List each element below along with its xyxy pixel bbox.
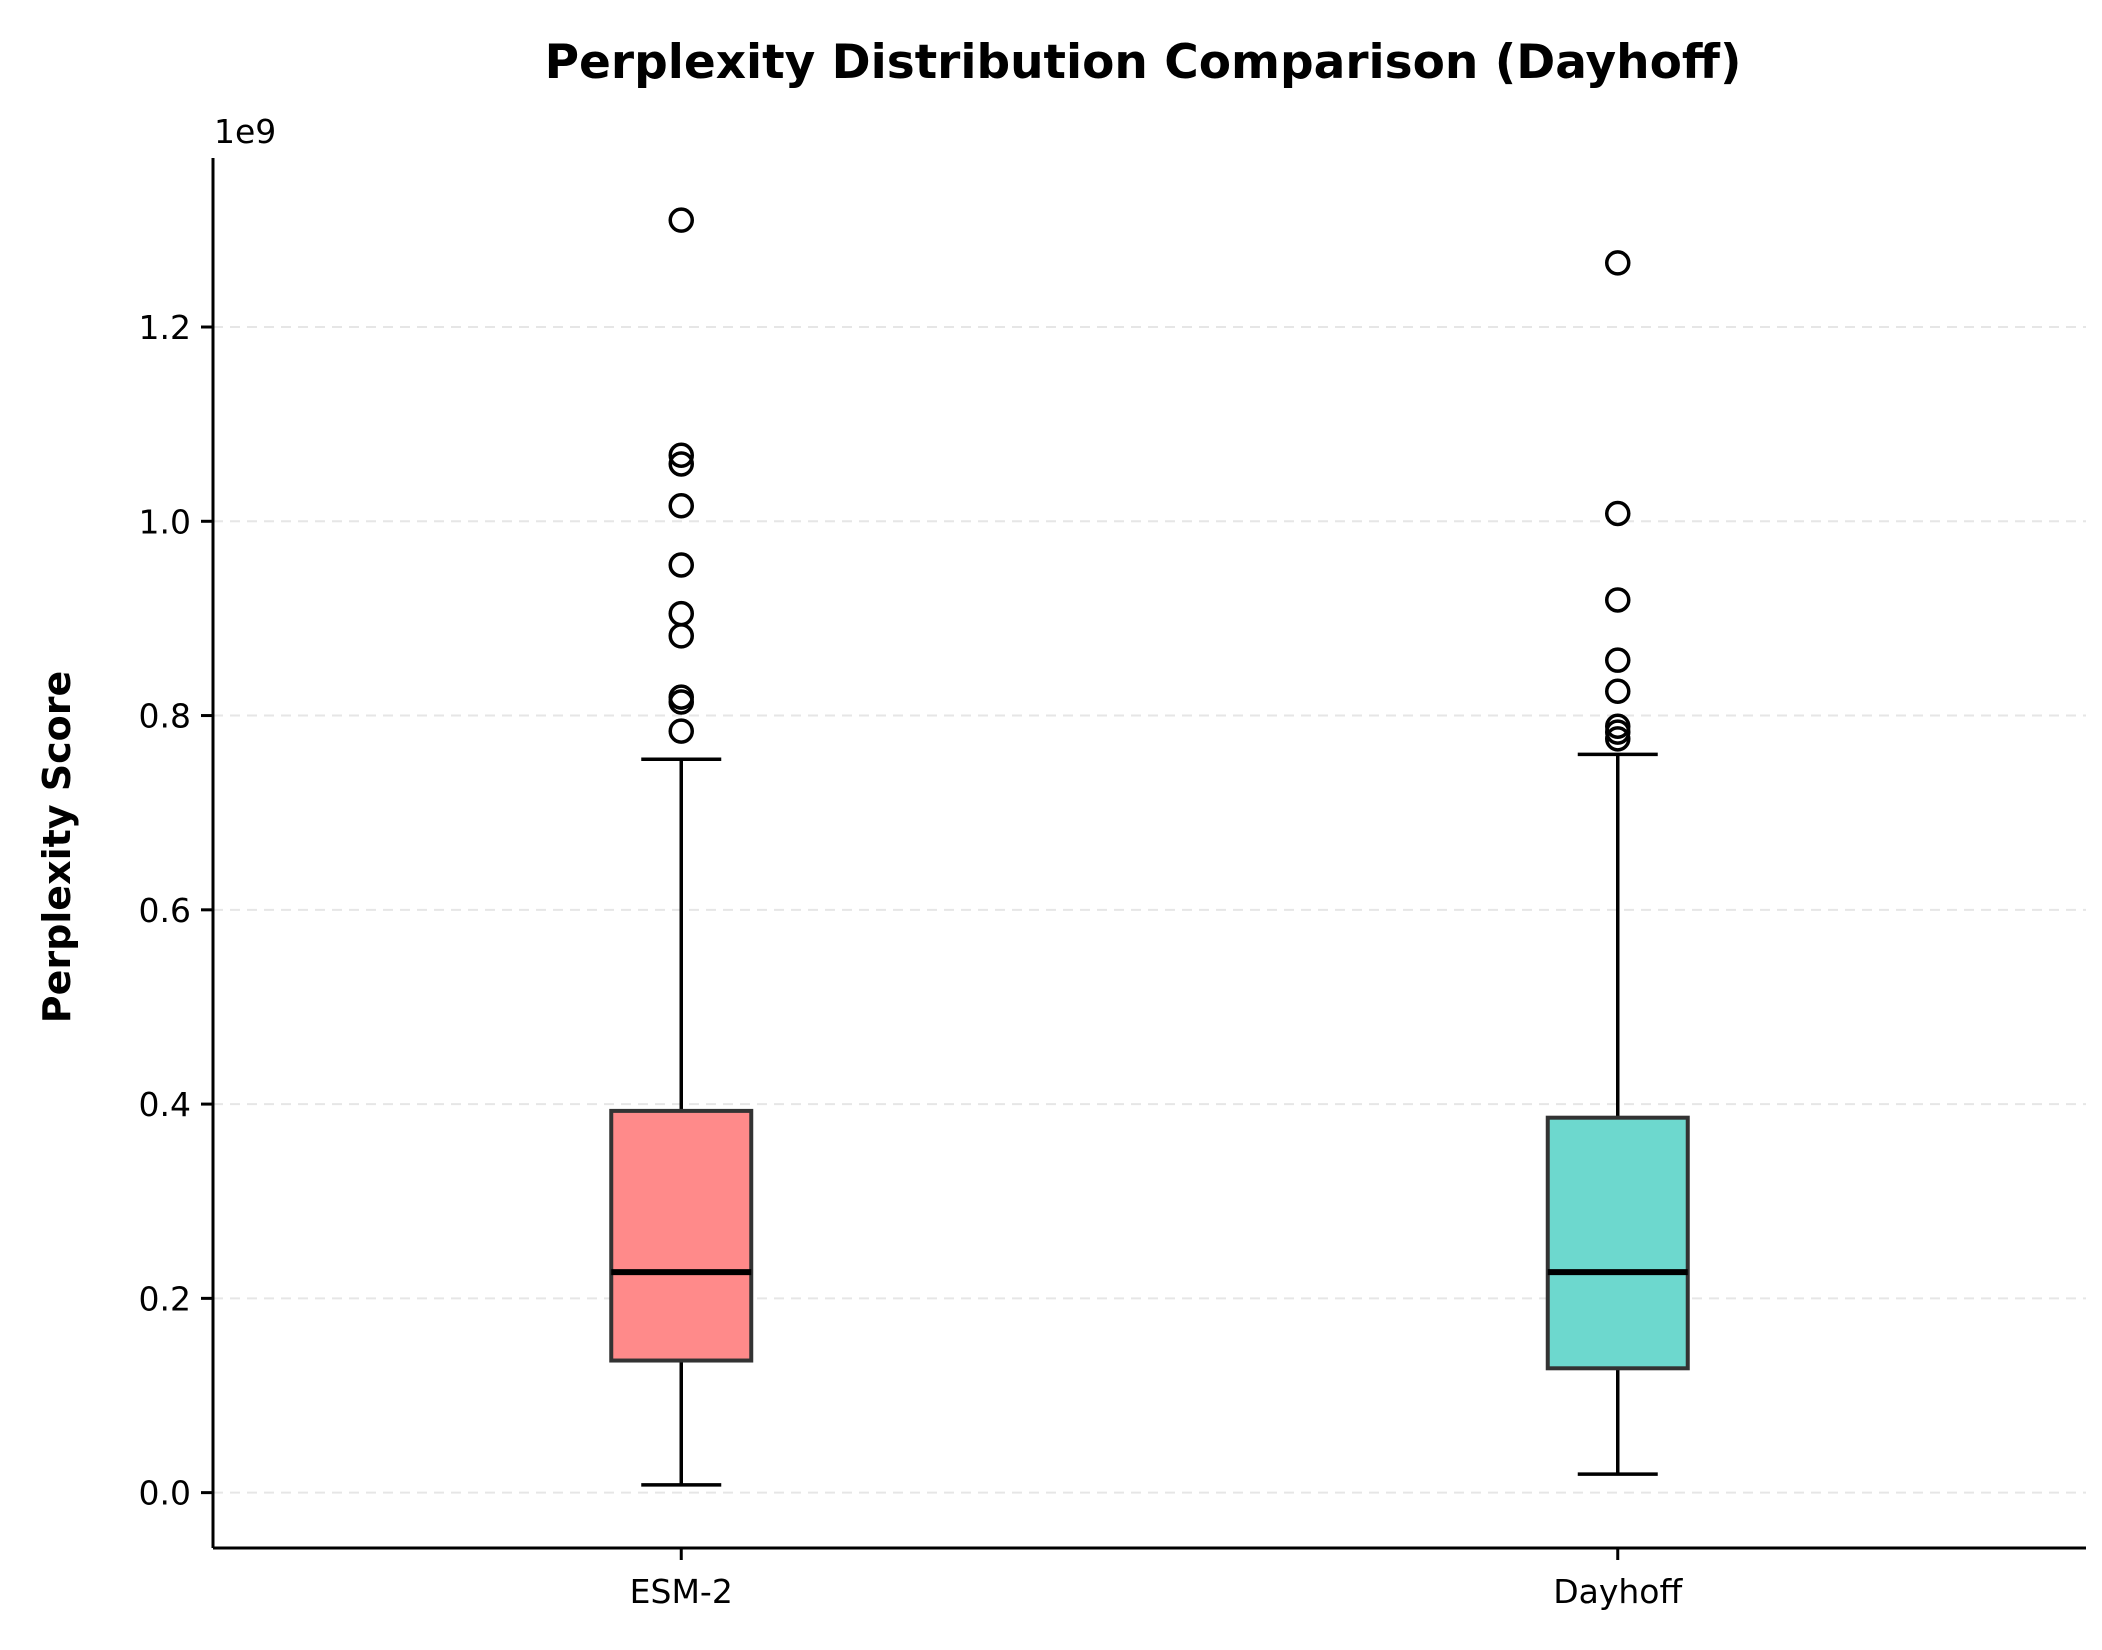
x-tick-label: ESM-2 — [630, 1572, 733, 1611]
outlier-point — [668, 451, 694, 477]
outlier-point — [668, 600, 694, 627]
y-tick-label: 0.2 — [139, 1279, 191, 1318]
chart-title: Perplexity Distribution Comparison (Dayh… — [545, 35, 1742, 90]
outlier-point — [1605, 250, 1631, 276]
y-tick-label: 1.2 — [139, 308, 191, 347]
outlier-point — [668, 492, 694, 519]
box-plots — [609, 207, 1690, 1487]
outlier-point — [668, 623, 694, 649]
outlier-point — [1605, 647, 1631, 673]
outlier-point — [668, 442, 694, 468]
outlier-point — [1605, 587, 1631, 613]
y-tick-label: 0.0 — [139, 1474, 191, 1513]
outlier-point — [668, 718, 694, 744]
outlier-point — [668, 207, 694, 233]
outlier-point — [1605, 678, 1631, 705]
iqr-box — [1545, 1115, 1690, 1371]
outlier-point — [1605, 726, 1631, 752]
grid-lines — [213, 326, 2086, 1494]
y-tick-label: 0.6 — [139, 891, 191, 930]
x-tick-label: Dayhoff — [1553, 1572, 1683, 1611]
y-tick-label: 1.0 — [139, 502, 191, 541]
outlier-point — [1605, 500, 1631, 527]
iqr-box — [609, 1108, 754, 1363]
y-axis-offset-label: 1e9 — [214, 112, 276, 151]
axes: 0.0 0.2 0.4 0.6 0.8 1.0 1.2 ESM-2 Dayhoff — [139, 158, 2086, 1611]
y-tick-label: 0.8 — [139, 697, 191, 736]
outlier-point — [1605, 713, 1631, 739]
y-tick-label: 0.4 — [139, 1085, 191, 1124]
box-plot-esm-2 — [609, 207, 754, 1487]
box-plot-dayhoff — [1545, 250, 1690, 1476]
outlier-point — [668, 684, 694, 710]
outlier-point — [668, 552, 694, 578]
y-axis-label: Perplexity Score — [35, 671, 79, 1024]
